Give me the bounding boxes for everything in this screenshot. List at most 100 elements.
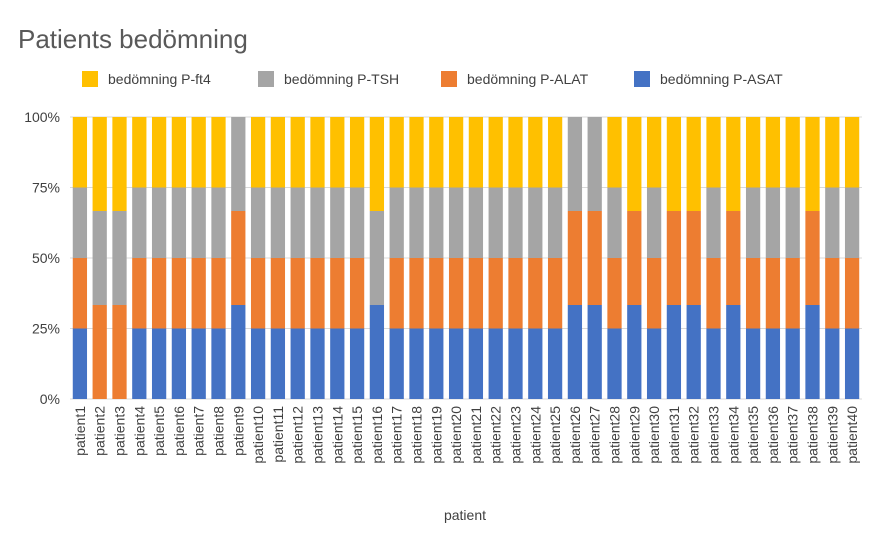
- bar-segment: [745, 117, 761, 188]
- bar-segment: [72, 187, 88, 258]
- bar-segment: [726, 211, 741, 305]
- bar-segment: [250, 258, 266, 329]
- bar-segment: [290, 258, 305, 329]
- x-tick-label: patient10: [250, 406, 266, 464]
- x-tick-label: patient19: [428, 406, 444, 464]
- bar-segment: [448, 187, 464, 258]
- x-tick-label: patient39: [824, 406, 840, 464]
- legend-swatch: [441, 71, 457, 87]
- bar-segment: [330, 328, 345, 399]
- bar-segment: [112, 211, 127, 305]
- bar-segment: [92, 117, 107, 211]
- x-tick-label: patient33: [706, 406, 722, 464]
- bar-segment: [132, 187, 147, 258]
- x-tick-label: patient36: [765, 406, 781, 464]
- x-tick-label: patient2: [92, 406, 108, 456]
- bar-segment: [686, 117, 701, 211]
- bar-segment: [547, 258, 563, 329]
- x-tick-label: patient8: [211, 406, 227, 456]
- bar-segment: [745, 258, 761, 329]
- bar-segment: [448, 117, 464, 188]
- x-tick-label: patient11: [270, 406, 286, 463]
- bar-segment: [607, 328, 622, 399]
- bar-segment: [92, 305, 107, 399]
- legend-swatch: [258, 71, 274, 87]
- bar-segment: [171, 328, 187, 399]
- bar-segment: [250, 328, 266, 399]
- bar-segment: [587, 305, 602, 399]
- bar-segment: [666, 211, 682, 305]
- bar-segment: [508, 117, 523, 188]
- bar-segment: [547, 187, 563, 258]
- x-tick-label: patient6: [171, 406, 187, 456]
- bar-segment: [646, 187, 662, 258]
- x-tick-label: patient14: [329, 406, 345, 464]
- bar-segment: [844, 187, 860, 258]
- bar-segment: [72, 117, 88, 188]
- bar-segment: [92, 211, 107, 305]
- x-tick-label: patient20: [448, 406, 464, 464]
- bar-segment: [765, 258, 781, 329]
- x-tick-label: patient21: [468, 406, 484, 464]
- bar-segment: [488, 328, 503, 399]
- bar-segment: [646, 258, 662, 329]
- bar-segment: [825, 117, 840, 188]
- bar-segment: [310, 187, 325, 258]
- x-tick-label: patient1: [72, 406, 88, 456]
- bar-segment: [72, 258, 88, 329]
- bars: [72, 117, 860, 399]
- x-tick-label: patient31: [666, 406, 682, 464]
- bar-segment: [349, 258, 365, 329]
- bar-segment: [191, 258, 206, 329]
- bar-segment: [389, 258, 404, 329]
- bar-segment: [627, 211, 642, 305]
- bar-segment: [488, 187, 503, 258]
- bar-segment: [151, 328, 167, 399]
- bar-segment: [349, 117, 365, 188]
- x-tick-label: patient16: [369, 406, 385, 464]
- bar-segment: [112, 305, 127, 399]
- bar-segment: [270, 117, 286, 188]
- x-tick-label: patient23: [508, 406, 524, 464]
- bar-segment: [330, 258, 345, 329]
- x-tick-label: patient15: [349, 406, 365, 464]
- x-tick-label: patient26: [567, 406, 583, 464]
- bar-segment: [448, 328, 464, 399]
- bar-segment: [468, 328, 484, 399]
- bar-segment: [429, 117, 444, 188]
- bar-segment: [706, 117, 721, 188]
- bar-segment: [686, 305, 701, 399]
- bar-segment: [191, 328, 206, 399]
- bar-segment: [310, 117, 325, 188]
- x-tick-label: patient29: [626, 406, 642, 464]
- bar-segment: [409, 258, 424, 329]
- bar-segment: [429, 187, 444, 258]
- bar-segment: [686, 211, 701, 305]
- bar-segment: [369, 305, 385, 399]
- bar-segment: [785, 117, 800, 188]
- bar-segment: [211, 258, 226, 329]
- bar-segment: [825, 328, 840, 399]
- y-tick-label: 25%: [32, 321, 60, 337]
- bar-segment: [726, 117, 741, 211]
- bar-segment: [132, 328, 147, 399]
- x-tick-label: patient22: [488, 406, 504, 464]
- bar-segment: [488, 117, 503, 188]
- bar-segment: [646, 117, 662, 188]
- bar-segment: [805, 117, 820, 211]
- x-axis-ticks: patient1 patient2 patient3 patient4 patient5…: [72, 406, 860, 464]
- x-tick-label: patient30: [646, 406, 662, 464]
- bar-segment: [706, 328, 721, 399]
- bar-segment: [72, 328, 88, 399]
- bar-segment: [171, 258, 187, 329]
- bar-segment: [151, 117, 167, 188]
- bar-segment: [171, 117, 187, 188]
- bar-segment: [349, 187, 365, 258]
- x-tick-label: patient37: [785, 406, 801, 464]
- bar-segment: [508, 258, 523, 329]
- bar-segment: [211, 328, 226, 399]
- x-tick-label: patient34: [725, 406, 741, 464]
- y-tick-label: 50%: [32, 250, 60, 266]
- bar-segment: [310, 328, 325, 399]
